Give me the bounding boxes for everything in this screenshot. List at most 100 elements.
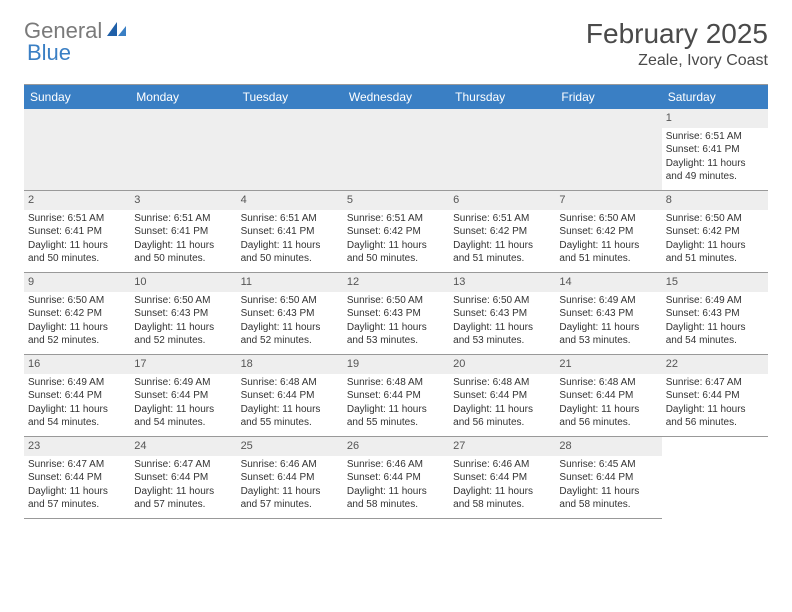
day-number: 16 [24, 355, 130, 374]
day-number: 2 [24, 191, 130, 210]
day-number: 10 [130, 273, 236, 292]
daylight-text: Daylight: 11 hours and 50 minutes. [347, 239, 445, 266]
sunset-text: Sunset: 6:44 PM [559, 389, 657, 403]
sunset-text: Sunset: 6:43 PM [453, 307, 551, 321]
day-number: 8 [662, 191, 768, 210]
sunrise-text: Sunrise: 6:48 AM [453, 376, 551, 390]
day-body: Sunrise: 6:51 AMSunset: 6:41 PMDaylight:… [24, 210, 130, 270]
sunset-text: Sunset: 6:44 PM [347, 389, 445, 403]
sunset-text: Sunset: 6:43 PM [559, 307, 657, 321]
sunset-text: Sunset: 6:41 PM [241, 225, 339, 239]
daylight-text: Daylight: 11 hours and 57 minutes. [28, 485, 126, 512]
title-location: Zeale, Ivory Coast [586, 52, 768, 70]
sunrise-text: Sunrise: 6:50 AM [134, 294, 232, 308]
sunrise-text: Sunrise: 6:47 AM [134, 458, 232, 472]
day-number: 20 [449, 355, 555, 374]
sunrise-text: Sunrise: 6:51 AM [134, 212, 232, 226]
day-header: Monday [130, 85, 236, 109]
daylight-text: Daylight: 11 hours and 49 minutes. [666, 157, 764, 184]
day-cell: 7Sunrise: 6:50 AMSunset: 6:42 PMDaylight… [555, 191, 661, 273]
daylight-text: Daylight: 11 hours and 55 minutes. [347, 403, 445, 430]
day-body: Sunrise: 6:48 AMSunset: 6:44 PMDaylight:… [555, 374, 661, 434]
day-header: Tuesday [237, 85, 343, 109]
daylight-text: Daylight: 11 hours and 52 minutes. [134, 321, 232, 348]
day-cell: 26Sunrise: 6:46 AMSunset: 6:44 PMDayligh… [343, 437, 449, 519]
day-body: Sunrise: 6:49 AMSunset: 6:44 PMDaylight:… [130, 374, 236, 434]
sunset-text: Sunset: 6:43 PM [347, 307, 445, 321]
day-header: Wednesday [343, 85, 449, 109]
daylight-text: Daylight: 11 hours and 58 minutes. [453, 485, 551, 512]
sunset-text: Sunset: 6:44 PM [453, 389, 551, 403]
sunrise-text: Sunrise: 6:51 AM [28, 212, 126, 226]
daylight-text: Daylight: 11 hours and 56 minutes. [453, 403, 551, 430]
page-header: General February 2025 Zeale, Ivory Coast [24, 18, 768, 70]
title-block: February 2025 Zeale, Ivory Coast [586, 18, 768, 70]
sunset-text: Sunset: 6:44 PM [28, 389, 126, 403]
day-cell: 5Sunrise: 6:51 AMSunset: 6:42 PMDaylight… [343, 191, 449, 273]
sunset-text: Sunset: 6:44 PM [453, 471, 551, 485]
sunset-text: Sunset: 6:43 PM [666, 307, 764, 321]
day-number: 1 [662, 109, 768, 128]
sunrise-text: Sunrise: 6:49 AM [559, 294, 657, 308]
day-body: Sunrise: 6:49 AMSunset: 6:43 PMDaylight:… [555, 292, 661, 352]
daylight-text: Daylight: 11 hours and 54 minutes. [134, 403, 232, 430]
day-number: 22 [662, 355, 768, 374]
day-header: Sunday [24, 85, 130, 109]
sail-icon [106, 18, 128, 44]
day-number: 3 [130, 191, 236, 210]
day-body: Sunrise: 6:50 AMSunset: 6:42 PMDaylight:… [662, 210, 768, 270]
day-number: 6 [449, 191, 555, 210]
day-body: Sunrise: 6:51 AMSunset: 6:42 PMDaylight:… [343, 210, 449, 270]
day-body: Sunrise: 6:50 AMSunset: 6:42 PMDaylight:… [24, 292, 130, 352]
day-number: 14 [555, 273, 661, 292]
day-number: 9 [24, 273, 130, 292]
sunset-text: Sunset: 6:44 PM [134, 389, 232, 403]
empty-cell [449, 109, 555, 191]
day-body: Sunrise: 6:50 AMSunset: 6:43 PMDaylight:… [237, 292, 343, 352]
sunrise-text: Sunrise: 6:47 AM [28, 458, 126, 472]
sunrise-text: Sunrise: 6:51 AM [347, 212, 445, 226]
day-number: 25 [237, 437, 343, 456]
day-body: Sunrise: 6:48 AMSunset: 6:44 PMDaylight:… [237, 374, 343, 434]
calendar-grid: SundayMondayTuesdayWednesdayThursdayFrid… [24, 84, 768, 519]
day-body: Sunrise: 6:51 AMSunset: 6:41 PMDaylight:… [130, 210, 236, 270]
sunset-text: Sunset: 6:44 PM [134, 471, 232, 485]
day-cell: 28Sunrise: 6:45 AMSunset: 6:44 PMDayligh… [555, 437, 661, 519]
day-cell: 22Sunrise: 6:47 AMSunset: 6:44 PMDayligh… [662, 355, 768, 437]
day-number: 13 [449, 273, 555, 292]
daylight-text: Daylight: 11 hours and 58 minutes. [559, 485, 657, 512]
sunrise-text: Sunrise: 6:51 AM [241, 212, 339, 226]
day-cell: 17Sunrise: 6:49 AMSunset: 6:44 PMDayligh… [130, 355, 236, 437]
daylight-text: Daylight: 11 hours and 51 minutes. [453, 239, 551, 266]
day-cell: 19Sunrise: 6:48 AMSunset: 6:44 PMDayligh… [343, 355, 449, 437]
sunset-text: Sunset: 6:41 PM [134, 225, 232, 239]
day-body: Sunrise: 6:50 AMSunset: 6:42 PMDaylight:… [555, 210, 661, 270]
daylight-text: Daylight: 11 hours and 51 minutes. [559, 239, 657, 266]
daylight-text: Daylight: 11 hours and 53 minutes. [559, 321, 657, 348]
daylight-text: Daylight: 11 hours and 58 minutes. [347, 485, 445, 512]
day-number: 26 [343, 437, 449, 456]
daylight-text: Daylight: 11 hours and 52 minutes. [28, 321, 126, 348]
sunset-text: Sunset: 6:44 PM [241, 471, 339, 485]
day-cell: 24Sunrise: 6:47 AMSunset: 6:44 PMDayligh… [130, 437, 236, 519]
daylight-text: Daylight: 11 hours and 50 minutes. [134, 239, 232, 266]
sunrise-text: Sunrise: 6:46 AM [453, 458, 551, 472]
sunset-text: Sunset: 6:44 PM [347, 471, 445, 485]
day-body: Sunrise: 6:51 AMSunset: 6:41 PMDaylight:… [237, 210, 343, 270]
sunrise-text: Sunrise: 6:49 AM [28, 376, 126, 390]
day-number: 21 [555, 355, 661, 374]
daylight-text: Daylight: 11 hours and 54 minutes. [28, 403, 126, 430]
day-number: 5 [343, 191, 449, 210]
day-cell: 15Sunrise: 6:49 AMSunset: 6:43 PMDayligh… [662, 273, 768, 355]
day-number: 17 [130, 355, 236, 374]
daylight-text: Daylight: 11 hours and 56 minutes. [559, 403, 657, 430]
sunrise-text: Sunrise: 6:49 AM [134, 376, 232, 390]
day-body: Sunrise: 6:49 AMSunset: 6:44 PMDaylight:… [24, 374, 130, 434]
day-cell: 21Sunrise: 6:48 AMSunset: 6:44 PMDayligh… [555, 355, 661, 437]
day-cell: 14Sunrise: 6:49 AMSunset: 6:43 PMDayligh… [555, 273, 661, 355]
title-month: February 2025 [586, 18, 768, 50]
day-cell: 1Sunrise: 6:51 AMSunset: 6:41 PMDaylight… [662, 109, 768, 191]
day-header: Friday [555, 85, 661, 109]
day-cell: 11Sunrise: 6:50 AMSunset: 6:43 PMDayligh… [237, 273, 343, 355]
day-cell: 9Sunrise: 6:50 AMSunset: 6:42 PMDaylight… [24, 273, 130, 355]
